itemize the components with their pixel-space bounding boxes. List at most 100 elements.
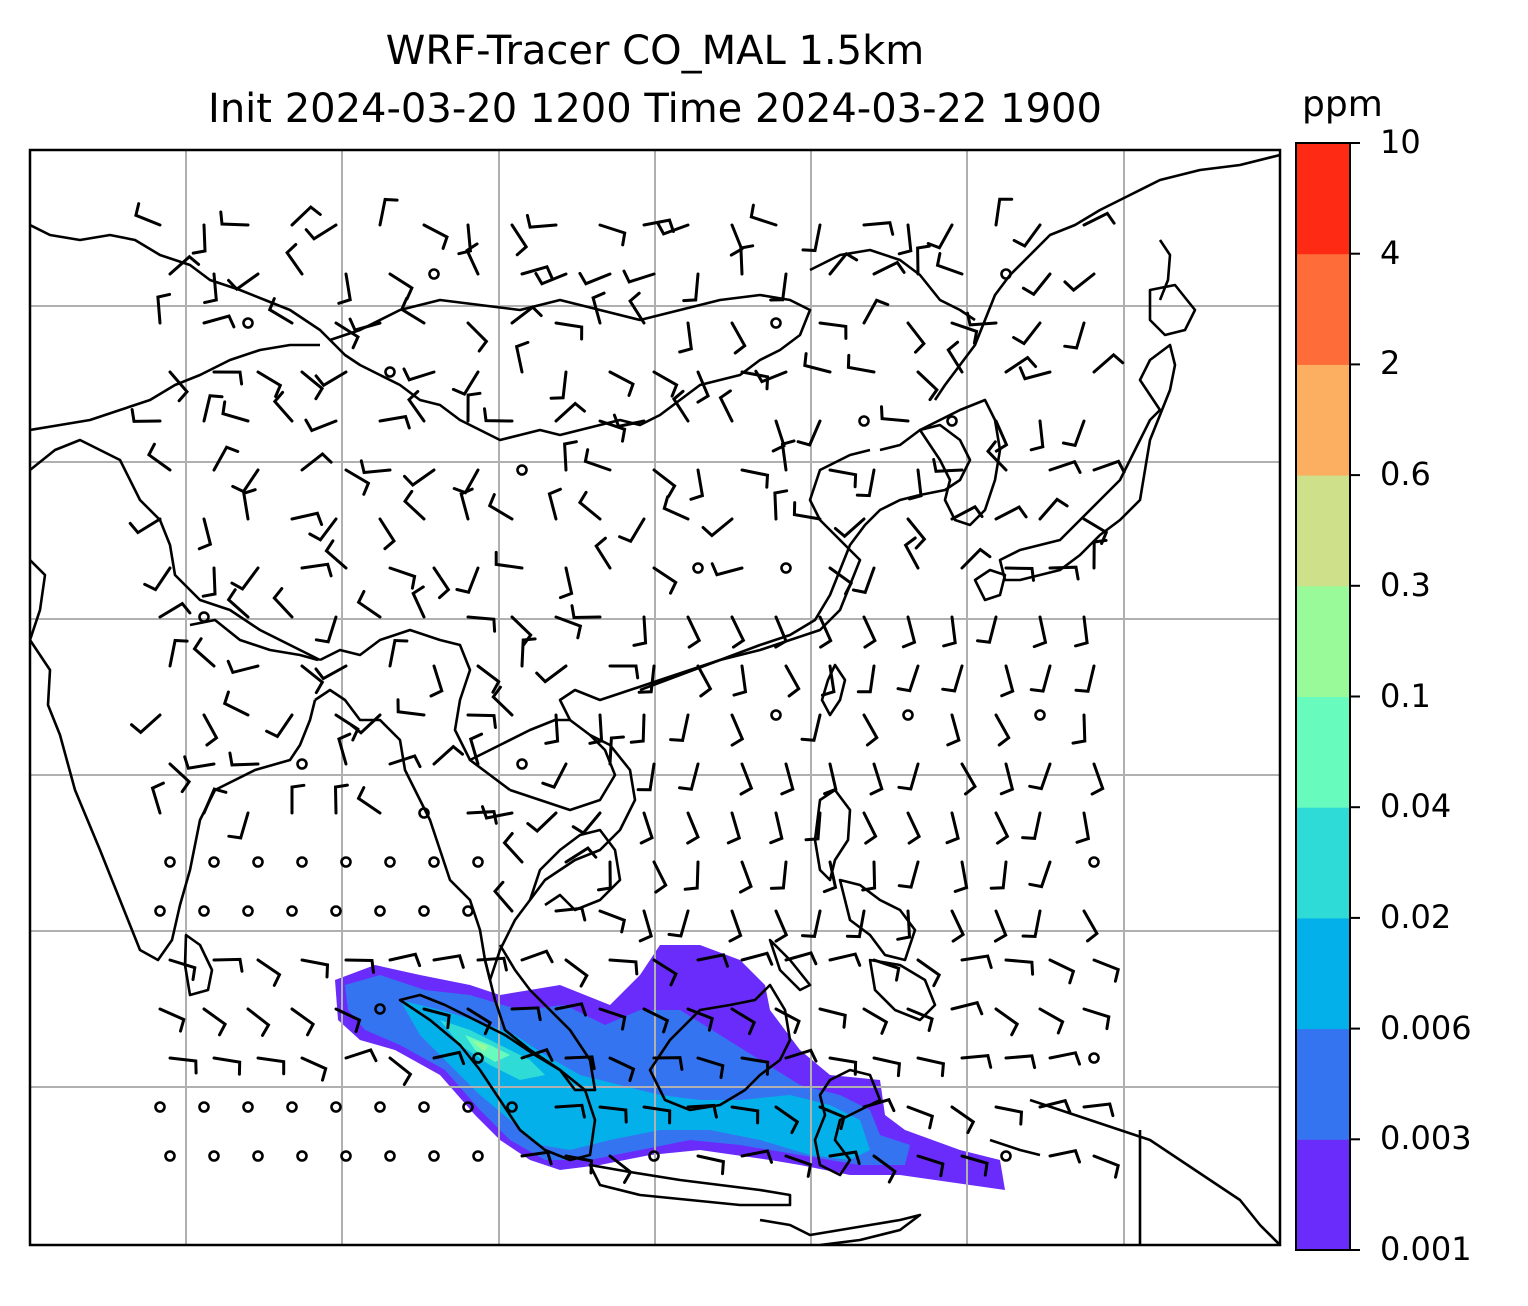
wind-barb bbox=[855, 468, 876, 498]
calm-wind-marker bbox=[428, 1150, 440, 1162]
wind-barb bbox=[960, 954, 993, 969]
wind-barb bbox=[993, 909, 1008, 943]
wind-barb bbox=[598, 909, 627, 934]
wind-barb bbox=[1074, 664, 1096, 693]
wind-barb bbox=[1082, 909, 1099, 943]
colorbar-segment bbox=[1296, 1139, 1350, 1251]
wind-barb bbox=[642, 1007, 670, 1034]
wind-barb bbox=[1032, 615, 1048, 649]
wind-barb bbox=[608, 1056, 636, 1083]
wind-barb bbox=[466, 713, 497, 729]
wind-barb bbox=[678, 762, 700, 791]
map-title-line2: Init 2024-03-20 1200 Time 2024-03-22 190… bbox=[208, 86, 1102, 132]
wind-barb bbox=[493, 880, 514, 913]
wind-barb bbox=[1048, 459, 1082, 474]
colorbar-tick-label: 0.02 bbox=[1380, 897, 1452, 936]
wind-barb bbox=[432, 566, 451, 600]
colorbar-tick-label: 0.001 bbox=[1380, 1230, 1472, 1268]
wind-barb bbox=[686, 1103, 718, 1119]
wind-barb bbox=[256, 1056, 286, 1076]
wind-barb bbox=[1082, 1102, 1115, 1118]
coast-bay-of-bengal bbox=[314, 688, 492, 981]
wind-barb bbox=[662, 495, 690, 521]
wind-barb bbox=[628, 291, 646, 325]
wind-barb bbox=[388, 638, 409, 668]
wind-barb bbox=[686, 811, 700, 845]
wind-barb bbox=[872, 260, 906, 276]
calm-wind-marker bbox=[286, 905, 298, 917]
calm-wind-marker bbox=[516, 464, 528, 476]
wind-barb bbox=[598, 419, 627, 443]
wind-barb bbox=[818, 615, 833, 649]
wind-barb bbox=[348, 317, 382, 332]
wind-barb bbox=[290, 1007, 316, 1037]
wind-barb bbox=[994, 811, 1010, 845]
wind-barb bbox=[774, 615, 788, 649]
wind-barb bbox=[669, 713, 690, 742]
colorbar-segment bbox=[1296, 696, 1350, 808]
wind-barb bbox=[212, 445, 240, 472]
wind-barb bbox=[598, 1105, 628, 1124]
wind-barb bbox=[334, 1007, 362, 1034]
wind-barb bbox=[564, 958, 589, 988]
wind-barb bbox=[608, 1154, 633, 1184]
wind-barb bbox=[402, 367, 436, 382]
wind-barb bbox=[671, 389, 690, 423]
calm-wind-marker bbox=[198, 611, 210, 623]
wind-barb bbox=[494, 550, 524, 570]
wind-barb bbox=[629, 713, 646, 744]
calm-wind-marker bbox=[770, 709, 782, 721]
wind-barb bbox=[622, 269, 656, 284]
wind-barb bbox=[314, 664, 348, 681]
wind-barb bbox=[272, 587, 294, 619]
wind-barb bbox=[491, 685, 514, 717]
wind-barb bbox=[907, 468, 923, 501]
wind-barb bbox=[502, 832, 524, 864]
calm-wind-marker bbox=[462, 1101, 474, 1113]
colorbar-segment bbox=[1296, 807, 1350, 919]
wind-barb bbox=[803, 352, 832, 374]
wind-barb bbox=[950, 504, 984, 521]
wind-barb bbox=[739, 762, 754, 796]
wind-barb bbox=[820, 664, 836, 697]
wind-barb bbox=[740, 370, 770, 391]
wind-barb bbox=[192, 637, 216, 668]
coast-japan-kyushu bbox=[973, 568, 1007, 602]
wind-barb bbox=[686, 1007, 714, 1032]
map-frame bbox=[28, 148, 1282, 1247]
coast-luzon bbox=[813, 788, 852, 882]
wind-barb bbox=[1038, 497, 1069, 521]
calm-wind-marker bbox=[384, 856, 396, 868]
calm-wind-marker bbox=[374, 1003, 386, 1015]
wind-barb bbox=[652, 1056, 684, 1071]
coast-palawan bbox=[768, 938, 812, 992]
calm-wind-marker bbox=[208, 856, 220, 868]
wind-barb bbox=[520, 637, 537, 668]
calm-wind-marker bbox=[198, 905, 210, 917]
wind-barb bbox=[696, 664, 713, 698]
wind-barb bbox=[407, 390, 426, 423]
calm-wind-marker bbox=[418, 1101, 430, 1113]
wind-barb bbox=[730, 1007, 757, 1036]
calm-wind-marker bbox=[374, 1101, 386, 1113]
wind-barb bbox=[520, 1150, 553, 1166]
calm-wind-marker bbox=[462, 905, 474, 917]
wind-barb bbox=[202, 394, 224, 423]
wind-barb bbox=[976, 615, 998, 644]
wind-barb bbox=[378, 517, 396, 551]
wind-barb bbox=[966, 311, 998, 327]
wind-barb bbox=[999, 762, 1015, 796]
wind-barb bbox=[304, 418, 338, 433]
wind-barb bbox=[828, 952, 862, 967]
wind-barb bbox=[828, 251, 859, 276]
calm-wind-marker bbox=[770, 317, 782, 329]
wind-barb bbox=[608, 664, 640, 680]
wind-barb bbox=[774, 1007, 801, 1034]
colorbar-segment bbox=[1296, 143, 1350, 255]
wind-barb bbox=[769, 860, 788, 890]
wind-barb bbox=[1004, 566, 1035, 582]
wind-barb bbox=[564, 846, 598, 864]
coast-hokkaido bbox=[1148, 283, 1197, 337]
calm-wind-marker bbox=[506, 1101, 518, 1113]
wind-barb bbox=[143, 566, 172, 592]
